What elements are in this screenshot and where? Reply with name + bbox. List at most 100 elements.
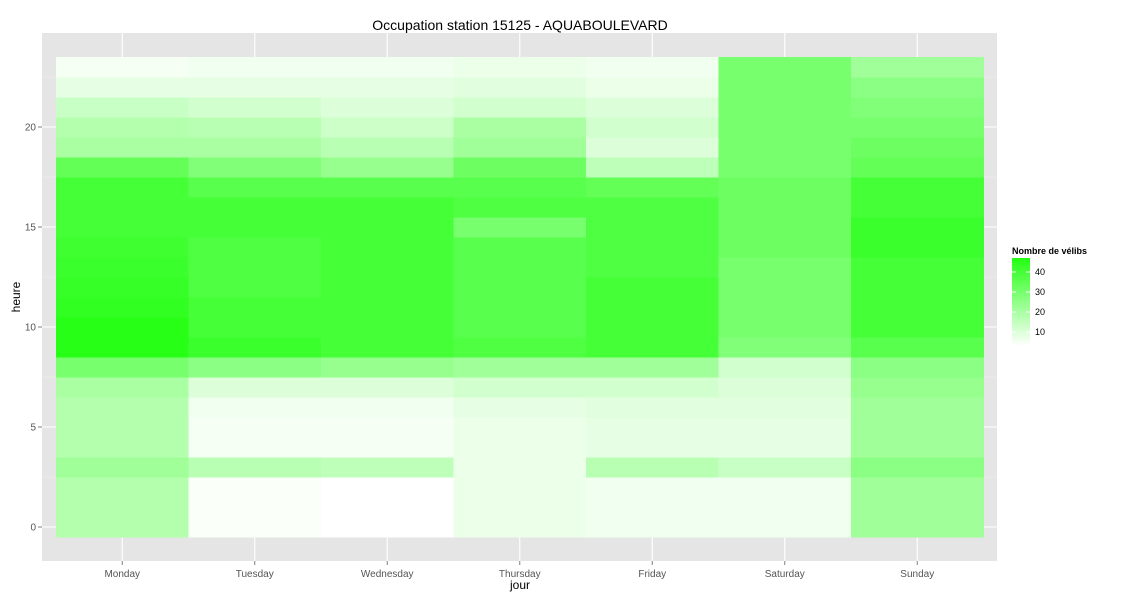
legend-tick-label: 20 — [1035, 307, 1045, 317]
heatmap-cell — [718, 217, 852, 238]
heatmap-cell — [188, 197, 322, 218]
chart-title: Occupation station 15125 - AQUABOULEVARD — [372, 17, 667, 33]
heatmap-cell — [586, 337, 719, 358]
heatmap-cell — [453, 157, 587, 178]
heatmap-cell — [56, 377, 189, 398]
heatmap-cell — [188, 77, 322, 98]
heatmap-cell — [188, 157, 322, 178]
x-tick-label: Saturday — [765, 569, 805, 580]
heatmap-cell — [321, 57, 454, 78]
heatmap-cell — [453, 57, 587, 78]
x-axis: Monday Tuesday Wednesday Thursday Friday Satu… — [104, 561, 934, 580]
heatmap-cell — [56, 457, 189, 478]
heatmap-cell — [718, 57, 852, 78]
heatmap-cell — [188, 397, 322, 418]
heatmap-cell — [586, 417, 719, 438]
heatmap-cell — [851, 77, 984, 98]
heatmap-cell — [56, 397, 189, 418]
heatmap-cell — [188, 417, 322, 438]
heatmap-cell — [851, 497, 984, 518]
heatmap-cell — [321, 457, 454, 478]
heatmap-cell — [453, 117, 587, 138]
heatmap-cell — [718, 417, 852, 438]
heatmap-cell — [188, 477, 322, 498]
heatmap-cell — [188, 317, 322, 338]
heatmap-cell — [56, 437, 189, 458]
heatmap-cell — [56, 57, 189, 78]
heatmap-cell — [188, 237, 322, 258]
heatmap-cell — [586, 317, 719, 338]
heatmap-cell — [586, 477, 719, 498]
heatmap-cell — [718, 117, 852, 138]
heatmap-cell — [453, 257, 587, 278]
heatmap-cell — [453, 297, 587, 318]
y-tick-label: 0 — [30, 523, 36, 534]
heatmap-cell — [56, 177, 189, 198]
heatmap-cell — [851, 357, 984, 378]
heatmap-cell — [321, 297, 454, 318]
y-tick-label: 10 — [25, 323, 37, 334]
heatmap-cell — [718, 397, 852, 418]
heatmap-cell — [586, 397, 719, 418]
heatmap-cell — [586, 177, 719, 198]
heatmap-cell — [586, 237, 719, 258]
heatmap-cell — [851, 57, 984, 78]
heatmap-cell — [188, 277, 322, 298]
heatmap-cell — [453, 177, 587, 198]
heatmap-cell — [586, 377, 719, 398]
y-tick-label: 20 — [25, 123, 37, 134]
heatmap-cell — [321, 437, 454, 458]
heatmap-cell — [321, 197, 454, 218]
y-tick-label: 5 — [30, 423, 36, 434]
heatmap-cell — [321, 177, 454, 198]
heatmap-cell — [321, 417, 454, 438]
heatmap-cell — [586, 357, 719, 378]
y-axis: 0 5 10 15 20 — [25, 123, 42, 534]
heatmap-cell — [453, 477, 587, 498]
heatmap-cell — [718, 197, 852, 218]
heatmap-cell — [56, 77, 189, 98]
heatmap-cell — [56, 97, 189, 118]
heatmap-cell — [321, 257, 454, 278]
x-tick-label: Tuesday — [236, 569, 274, 580]
heatmap-cell — [851, 517, 984, 538]
heatmap-cell — [586, 517, 719, 538]
heatmap-cell — [188, 97, 322, 118]
heatmap-cell — [718, 237, 852, 258]
heatmap-cell — [188, 117, 322, 138]
heatmap-cell — [851, 157, 984, 178]
heatmap-cell — [851, 277, 984, 298]
heatmap-cell — [188, 257, 322, 278]
heatmap-cell — [718, 437, 852, 458]
heatmap-cell — [586, 437, 719, 458]
heatmap-cell — [851, 97, 984, 118]
heatmap-cell — [851, 197, 984, 218]
heatmap-cell — [56, 277, 189, 298]
heatmap-cell — [453, 457, 587, 478]
legend-title: Nombre de vélibs — [1012, 246, 1087, 256]
heatmap-cell — [188, 497, 322, 518]
heatmap-cell — [453, 217, 587, 238]
heatmap-cell — [56, 157, 189, 178]
heatmap-cell — [56, 237, 189, 258]
heatmap-cell — [453, 417, 587, 438]
heatmap-cells — [56, 57, 984, 538]
heatmap-cell — [718, 377, 852, 398]
heatmap-cell — [586, 277, 719, 298]
heatmap-cell — [188, 357, 322, 378]
heatmap-cell — [321, 157, 454, 178]
heatmap-cell — [851, 457, 984, 478]
heatmap-cell — [851, 297, 984, 318]
heatmap-cell — [586, 97, 719, 118]
heatmap-cell — [586, 157, 719, 178]
heatmap-cell — [586, 297, 719, 318]
heatmap-cell — [321, 337, 454, 358]
heatmap-cell — [453, 437, 587, 458]
heatmap-cell — [321, 217, 454, 238]
heatmap-cell — [718, 137, 852, 158]
heatmap-cell — [453, 377, 587, 398]
heatmap-cell — [851, 377, 984, 398]
heatmap-cell — [586, 117, 719, 138]
heatmap-cell — [56, 137, 189, 158]
